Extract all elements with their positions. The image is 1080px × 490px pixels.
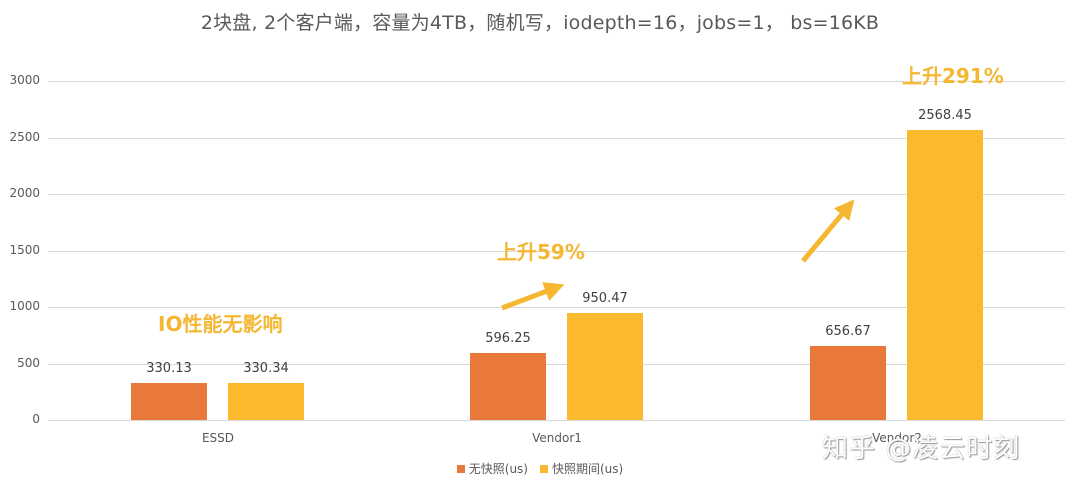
bar-vendor1-no-snapshot (470, 353, 546, 420)
value-label: 596.25 (485, 331, 531, 346)
legend-label: 无快照(us) (468, 462, 528, 476)
legend-item-during-snapshot[interactable]: 快照期间(us) (540, 460, 623, 477)
bar-vendor1-during-snapshot (567, 313, 643, 420)
gridline-3000 (48, 81, 1065, 82)
gridline-1500 (48, 251, 1065, 252)
legend-swatch (456, 464, 465, 473)
annotation-essd: IO性能无影响 (158, 312, 283, 336)
arrow-up-icon (501, 282, 565, 311)
legend-item-no-snapshot[interactable]: 无快照(us) (456, 460, 528, 477)
y-tick: 2500 (9, 130, 40, 144)
annotation-vendor1: 上升59% (497, 240, 585, 264)
value-label: 950.47 (582, 291, 628, 306)
value-label: 330.34 (243, 361, 289, 376)
legend-swatch (540, 464, 548, 473)
chart-title: 2块盘, 2个客户端，容量为4TB，随机写，iodepth=16，jobs=1，… (200, 12, 880, 34)
bar-vendor2-during-snapshot (907, 130, 983, 420)
y-tick: 500 (17, 356, 40, 370)
y-tick: 0 (32, 412, 40, 426)
bar-vendor2-no-snapshot (810, 346, 886, 420)
x-tick-vendor2: Vendor2 (872, 431, 922, 445)
watermark: 知乎 @凌云时刻 (822, 434, 1021, 464)
y-tick: 3000 (9, 73, 40, 87)
gridline-1000 (48, 307, 1065, 308)
gridline-2000 (48, 194, 1065, 195)
annotation-vendor2: 上升291% (902, 64, 1004, 88)
bar-essd-during-snapshot (228, 383, 304, 420)
legend: 无快照(us) 快照期间(us) (0, 460, 1080, 477)
arrow-up-icon (801, 199, 855, 263)
y-tick: 2000 (9, 186, 40, 200)
x-tick-vendor1: Vendor1 (532, 431, 582, 445)
x-tick-essd: ESSD (201, 431, 235, 445)
value-label: 2568.45 (918, 108, 972, 123)
y-tick: 1000 (9, 299, 40, 313)
y-tick: 1500 (9, 243, 40, 257)
gridline-500 (48, 364, 1065, 365)
value-label: 330.13 (146, 361, 192, 376)
x-axis-line (48, 420, 1065, 421)
bar-essd-no-snapshot (131, 383, 207, 420)
legend-label: 快照期间(us) (552, 462, 624, 476)
gridline-2500 (48, 138, 1065, 139)
value-label: 656.67 (825, 324, 871, 339)
